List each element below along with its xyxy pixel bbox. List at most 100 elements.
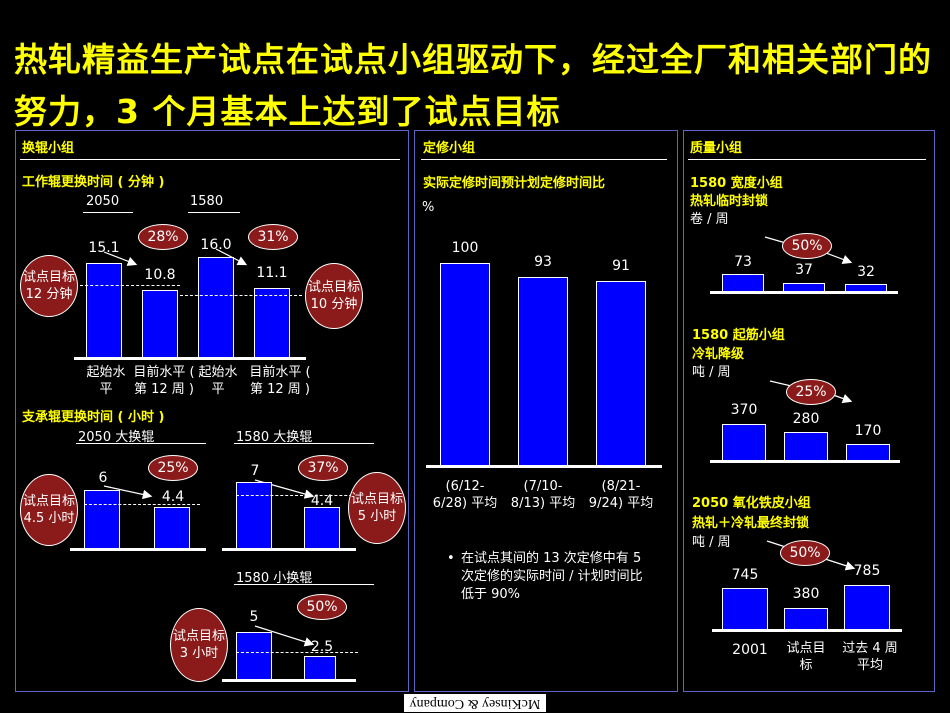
data-label: 37 bbox=[795, 262, 813, 278]
unit-label: 吨 / 周 bbox=[692, 365, 731, 380]
bar-crease-1 bbox=[722, 424, 766, 461]
axis-baseline bbox=[74, 357, 306, 360]
data-label: 100 bbox=[451, 240, 479, 256]
oxide-group-subtitle: 热轧＋冷轧最终封锁 bbox=[692, 516, 810, 531]
bar-crease-2 bbox=[784, 432, 828, 461]
bar-1580-start bbox=[198, 257, 234, 358]
target-line-1580-small bbox=[236, 652, 358, 653]
axis-baseline bbox=[222, 679, 356, 682]
work-roll-subtitle: 工作辊更换时间 ( 分钟 ) bbox=[22, 175, 165, 190]
axis-baseline bbox=[70, 548, 206, 551]
reduction-badge-oxide: 50% bbox=[780, 540, 830, 566]
category-label: 试点目标 bbox=[786, 641, 826, 673]
data-label: 170 bbox=[854, 423, 882, 439]
category-label: 起始水平 bbox=[198, 365, 238, 397]
target-line-1580 bbox=[180, 295, 302, 296]
divider bbox=[688, 159, 926, 160]
axis-baseline bbox=[712, 629, 902, 632]
oxide-group-title: 2050 氧化铁皮小组 bbox=[692, 496, 811, 511]
bar-1580-small-start bbox=[236, 632, 272, 680]
divider bbox=[20, 159, 400, 160]
target-badge-2050: 试点目标 12 分钟 bbox=[20, 255, 78, 317]
group-2050-big-label: 2050 大换辊 bbox=[78, 430, 155, 445]
quality-heading: 质量小组 bbox=[690, 141, 743, 156]
target-badge-1580-big: 试点目标 5 小时 bbox=[348, 472, 406, 544]
bar-2050-big-current bbox=[154, 507, 190, 549]
divider bbox=[421, 159, 667, 160]
axis-baseline bbox=[222, 548, 356, 551]
bar-crease-3 bbox=[846, 444, 890, 461]
reduction-badge-2050: 28% bbox=[138, 224, 188, 250]
unit-label: % bbox=[422, 200, 435, 215]
data-label: 16.0 bbox=[200, 237, 232, 253]
maintenance-panel bbox=[414, 130, 678, 692]
maintenance-note: 在试点其间的 13 次定修中有 5 次定修的实际时间 / 计划时间比低于 90% bbox=[461, 551, 643, 602]
data-label: 4.4 bbox=[310, 493, 334, 509]
bar-period-1 bbox=[440, 263, 490, 466]
reduction-badge-1580-small: 50% bbox=[297, 594, 347, 620]
unit-label: 卷 / 周 bbox=[690, 212, 729, 227]
bar-2050-current bbox=[142, 290, 178, 358]
group-1580-small-label: 1580 小换辊 bbox=[236, 571, 313, 586]
data-label: 91 bbox=[612, 258, 630, 274]
target-line-1580-big bbox=[236, 495, 362, 496]
category-label: (8/21-9/24) 平均 bbox=[588, 479, 654, 511]
reduction-badge-1580-big: 37% bbox=[298, 455, 348, 481]
data-label: 7 bbox=[250, 463, 260, 479]
group-2050-label: 2050 bbox=[86, 194, 120, 209]
backup-roll-subtitle: 支承辊更换时间 ( 小时 ) bbox=[22, 410, 165, 425]
bar-oxide-recent bbox=[844, 585, 890, 630]
data-label: 73 bbox=[734, 254, 752, 270]
bar-period-2 bbox=[518, 277, 568, 466]
divider bbox=[188, 212, 240, 213]
target-line-2050-big bbox=[84, 504, 200, 505]
data-label: 32 bbox=[857, 264, 875, 280]
data-label: 745 bbox=[731, 567, 759, 583]
bar-width-1 bbox=[722, 274, 764, 292]
category-label: 2001 bbox=[732, 642, 768, 658]
bar-1580-current bbox=[254, 288, 290, 358]
reduction-badge-width: 50% bbox=[782, 233, 832, 259]
data-label: 15.1 bbox=[88, 240, 120, 256]
reduction-badge-2050-big: 25% bbox=[148, 455, 198, 481]
bar-oxide-2001 bbox=[722, 588, 768, 630]
width-group-title: 1580 宽度小组 bbox=[690, 176, 783, 191]
target-badge-1580-small: 试点目标 3 小时 bbox=[170, 608, 228, 682]
crease-group-title: 1580 起筋小组 bbox=[692, 328, 785, 343]
data-label: 785 bbox=[853, 563, 881, 579]
bar-1580-small-current bbox=[304, 656, 336, 680]
mckinsey-logo: McKinsey & Company bbox=[404, 694, 546, 712]
exchange-roll-heading: 换辊小组 bbox=[22, 141, 75, 156]
width-group-subtitle: 热轧临时封锁 bbox=[690, 194, 769, 209]
axis-baseline bbox=[710, 460, 900, 463]
category-label: (6/12-6/28) 平均 bbox=[432, 479, 498, 511]
page-title: 热轧精益生产试点在试点小组驱动下，经过全厂和相关部门的努力，3 个月基本上达到了… bbox=[14, 40, 932, 131]
reduction-badge-crease: 25% bbox=[786, 379, 836, 405]
category-label: 起始水平 bbox=[86, 365, 126, 397]
data-label: 93 bbox=[534, 254, 552, 270]
axis-baseline bbox=[426, 465, 662, 468]
data-label: 380 bbox=[792, 586, 820, 602]
bar-2050-big-start bbox=[84, 490, 120, 549]
group-1580-label: 1580 bbox=[190, 194, 224, 209]
crease-group-subtitle: 冷轧降级 bbox=[692, 347, 745, 362]
bar-period-3 bbox=[596, 281, 646, 466]
data-label: 11.1 bbox=[256, 265, 288, 281]
target-badge-1580: 试点目标 10 分钟 bbox=[305, 263, 363, 329]
data-label: 2.5 bbox=[310, 639, 334, 655]
category-label: 过去 4 周平均 bbox=[842, 641, 898, 673]
maintenance-heading: 定修小组 bbox=[423, 141, 476, 156]
bar-1580-big-current bbox=[304, 507, 340, 549]
data-label: 5 bbox=[249, 609, 259, 625]
data-label: 10.8 bbox=[144, 267, 176, 283]
reduction-badge-1580: 31% bbox=[248, 224, 298, 250]
unit-label: 吨 / 周 bbox=[692, 535, 731, 550]
exchange-roll-panel bbox=[15, 130, 409, 692]
data-label: 6 bbox=[98, 470, 108, 486]
category-label: 目前水平 ( 第 12 周 ) bbox=[133, 365, 195, 397]
data-label: 4.4 bbox=[161, 489, 185, 505]
bar-1580-big-start bbox=[236, 482, 272, 549]
group-1580-big-label: 1580 大换辊 bbox=[236, 430, 313, 445]
maintenance-subtitle: 实际定修时间预计划定修时间比 bbox=[423, 176, 606, 191]
target-badge-2050-big: 试点目标 4.5 小时 bbox=[20, 474, 78, 546]
